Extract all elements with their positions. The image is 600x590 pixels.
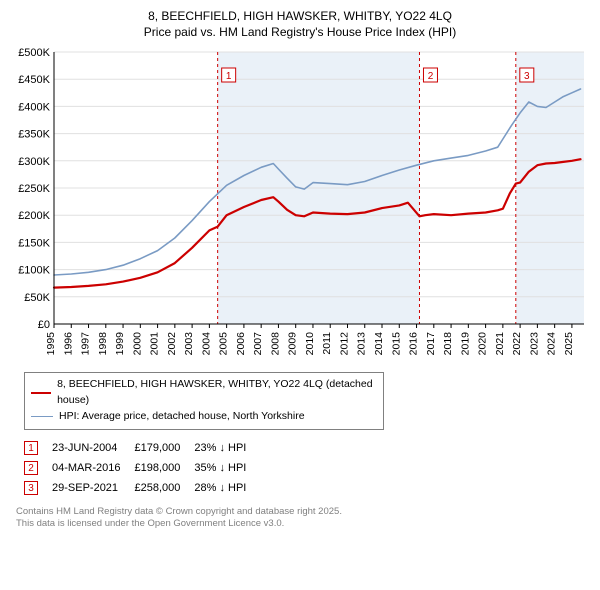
chart-title: 8, BEECHFIELD, HIGH HAWSKER, WHITBY, YO2… <box>8 8 592 40</box>
y-tick-label: £350K <box>18 129 50 141</box>
x-tick-label: 1995 <box>45 332 57 356</box>
y-tick-label: £200K <box>18 211 50 223</box>
y-tick-label: £150K <box>18 238 50 250</box>
x-tick-label: 2008 <box>269 332 281 356</box>
x-tick-label: 2024 <box>546 332 558 356</box>
legend-label: 8, BEECHFIELD, HIGH HAWSKER, WHITBY, YO2… <box>57 377 377 409</box>
x-tick-label: 2020 <box>477 332 489 356</box>
footnote: Contains HM Land Registry data © Crown c… <box>16 506 592 532</box>
flag-number: 2 <box>428 71 434 82</box>
transaction-flag: 3 <box>24 481 38 495</box>
y-tick-label: £100K <box>18 265 50 277</box>
table-row: 2 04-MAR-2016£198,00035% ↓ HPI <box>24 458 260 478</box>
legend-row: HPI: Average price, detached house, Nort… <box>31 409 377 425</box>
x-tick-label: 2022 <box>511 332 523 356</box>
title-line2: Price paid vs. HM Land Registry's House … <box>8 24 592 40</box>
transaction-delta: 35% ↓ HPI <box>194 458 260 478</box>
x-tick-label: 2007 <box>252 332 264 356</box>
transaction-delta: 28% ↓ HPI <box>194 478 260 498</box>
footnote-line2: This data is licensed under the Open Gov… <box>16 518 592 531</box>
x-tick-label: 2023 <box>528 332 540 356</box>
x-tick-label: 2009 <box>287 332 299 356</box>
transaction-price: £198,000 <box>134 458 194 478</box>
x-tick-label: 2025 <box>563 332 575 356</box>
x-tick-label: 2001 <box>149 332 161 356</box>
transaction-date: 23-JUN-2004 <box>52 438 134 458</box>
legend-label: HPI: Average price, detached house, Nort… <box>59 409 305 425</box>
transaction-date: 29-SEP-2021 <box>52 478 134 498</box>
legend-swatch <box>31 416 53 417</box>
transaction-price: £258,000 <box>134 478 194 498</box>
transaction-flag: 1 <box>24 441 38 455</box>
y-tick-label: £450K <box>18 75 50 87</box>
flag-number: 1 <box>226 71 232 82</box>
price-chart: £0 £50K £100K £150K £200K £250K £300K £350K £400… <box>8 46 592 366</box>
title-line1: 8, BEECHFIELD, HIGH HAWSKER, WHITBY, YO2… <box>8 8 592 24</box>
x-tick-label: 2021 <box>494 332 506 356</box>
transaction-date: 04-MAR-2016 <box>52 458 134 478</box>
chart-svg: £0 £50K £100K £150K £200K £250K £300K £350K £400… <box>8 46 592 366</box>
x-tick-label: 2003 <box>183 332 195 356</box>
y-tick-label: £300K <box>18 156 50 168</box>
x-tick-label: 2004 <box>200 332 212 356</box>
legend: 8, BEECHFIELD, HIGH HAWSKER, WHITBY, YO2… <box>24 372 384 429</box>
flag-number: 3 <box>524 71 530 82</box>
y-tick-label: £500K <box>18 47 50 59</box>
x-tick-label: 2015 <box>390 332 402 356</box>
legend-swatch <box>31 392 51 394</box>
transaction-delta: 23% ↓ HPI <box>194 438 260 458</box>
legend-row: 8, BEECHFIELD, HIGH HAWSKER, WHITBY, YO2… <box>31 377 377 409</box>
x-tick-label: 1996 <box>62 332 74 356</box>
y-tick-label: £0 <box>38 319 50 331</box>
transaction-flag: 2 <box>24 461 38 475</box>
transactions-table: 1 23-JUN-2004£179,00023% ↓ HPI 2 04-MAR-201… <box>24 438 260 498</box>
x-tick-label: 1999 <box>114 332 126 356</box>
x-tick-label: 2016 <box>408 332 420 356</box>
x-tick-label: 2019 <box>459 332 471 356</box>
y-tick-label: £250K <box>18 183 50 195</box>
x-tick-label: 2013 <box>356 332 368 356</box>
x-tick-label: 2010 <box>304 332 316 356</box>
x-tick-label: 2017 <box>425 332 437 356</box>
x-tick-label: 2002 <box>166 332 178 356</box>
x-tick-label: 2012 <box>338 332 350 356</box>
y-tick-label: £50K <box>24 292 50 304</box>
table-row: 3 29-SEP-2021£258,00028% ↓ HPI <box>24 478 260 498</box>
x-tick-label: 2000 <box>131 332 143 356</box>
x-tick-label: 2006 <box>235 332 247 356</box>
x-tick-label: 2018 <box>442 332 454 356</box>
y-tick-label: £400K <box>18 102 50 114</box>
x-tick-label: 2014 <box>373 332 385 356</box>
x-tick-label: 1997 <box>80 332 92 356</box>
transaction-price: £179,000 <box>134 438 194 458</box>
x-tick-label: 1998 <box>97 332 109 356</box>
x-tick-label: 2011 <box>321 332 333 355</box>
footnote-line1: Contains HM Land Registry data © Crown c… <box>16 506 592 519</box>
x-tick-label: 2005 <box>218 332 230 356</box>
table-row: 1 23-JUN-2004£179,00023% ↓ HPI <box>24 438 260 458</box>
